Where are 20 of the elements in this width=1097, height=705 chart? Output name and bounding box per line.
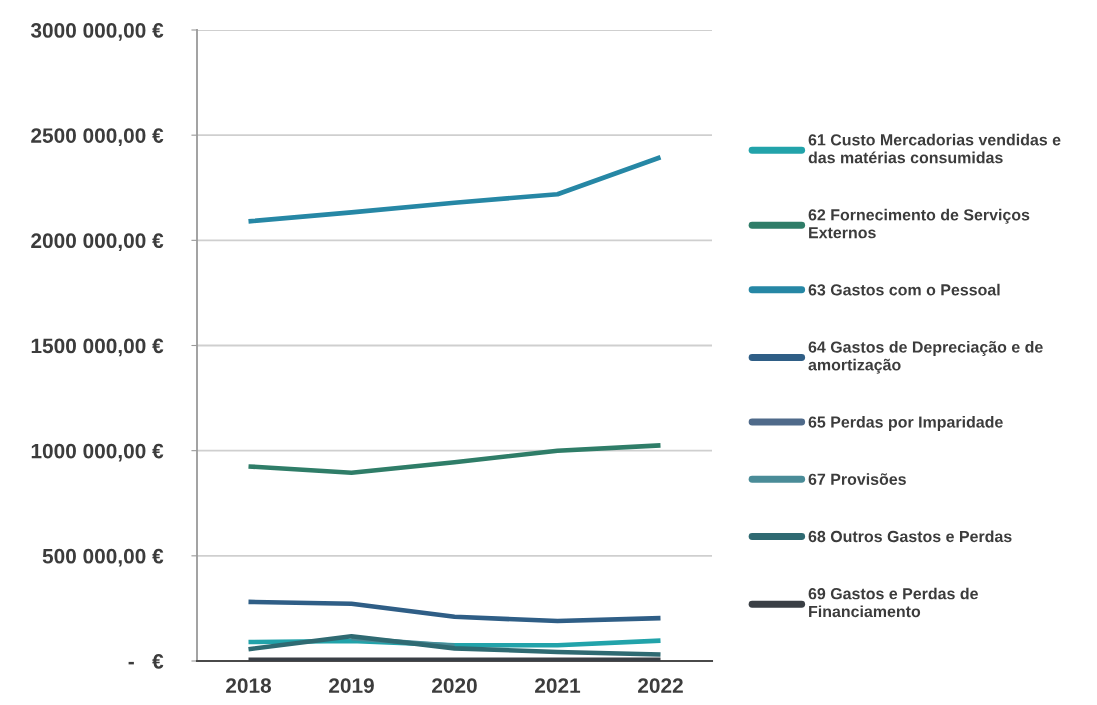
legend-label: 69 Gastos e Perdas de Financiamento — [808, 587, 978, 618]
y-tick-label: - € — [128, 654, 164, 669]
legend-label: 67 Provisões — [808, 473, 906, 485]
legend-label: 68 Outros Gastos e Perdas — [808, 530, 1012, 543]
x-tick-label: 2018 — [226, 678, 272, 693]
x-tick-label: 2019 — [329, 678, 374, 693]
y-tick-label: 3000 000,00 € — [30, 23, 164, 41]
x-tick-label: 2022 — [638, 678, 683, 693]
y-tick-label: 1000 000,00 € — [31, 443, 164, 462]
legend-label: 61 Custo Mercadorias vendidas e das matérias consumidas — [808, 133, 1061, 164]
x-tick-label: 2020 — [432, 678, 477, 693]
y-tick-label: 1500 000,00 € — [31, 338, 164, 357]
y-tick-label: 2500 000,00 € — [31, 128, 164, 146]
legend-label: 62 Fornecimento de Serviços Externos — [808, 208, 1030, 239]
y-tick-label: 500 000,00 € — [42, 548, 164, 567]
y-tick-label: 2000 000,00 € — [31, 233, 164, 252]
legend-label: 64 Gastos de Depreciação e de amortização — [808, 341, 1043, 374]
legend-label: 65 Perdas por Imparidade — [808, 416, 1003, 431]
legend-label: 63 Gastos com o Pessoal — [808, 283, 1000, 296]
x-tick-label: 2021 — [535, 678, 581, 693]
